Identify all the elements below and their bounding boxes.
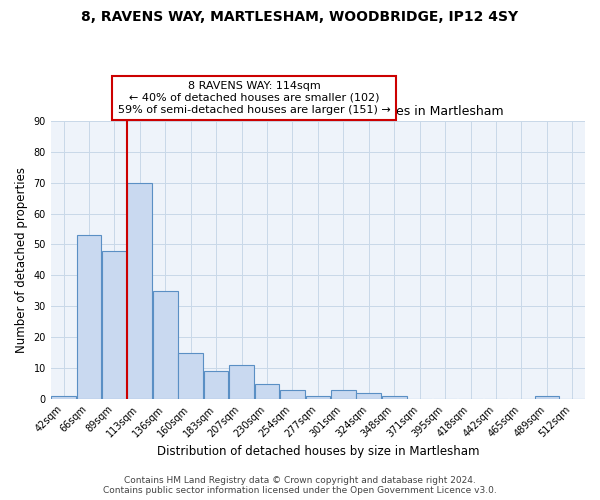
Bar [153,291,178,399]
Bar [178,352,203,399]
Bar [102,250,127,399]
Bar [305,396,330,399]
X-axis label: Distribution of detached houses by size in Martlesham: Distribution of detached houses by size … [157,444,479,458]
Bar [77,235,101,399]
Y-axis label: Number of detached properties: Number of detached properties [15,167,28,353]
Bar [127,182,152,399]
Bar [382,396,407,399]
Bar [204,371,229,399]
Bar [280,390,305,399]
Bar [356,393,381,399]
Text: 8, RAVENS WAY, MARTLESHAM, WOODBRIDGE, IP12 4SY: 8, RAVENS WAY, MARTLESHAM, WOODBRIDGE, I… [82,10,518,24]
Text: 8 RAVENS WAY: 114sqm
← 40% of detached houses are smaller (102)
59% of semi-deta: 8 RAVENS WAY: 114sqm ← 40% of detached h… [118,82,391,114]
Bar [51,396,76,399]
Bar [229,365,254,399]
Text: Contains HM Land Registry data © Crown copyright and database right 2024.
Contai: Contains HM Land Registry data © Crown c… [103,476,497,495]
Bar [254,384,280,399]
Title: Size of property relative to detached houses in Martlesham: Size of property relative to detached ho… [132,105,504,118]
Bar [331,390,356,399]
Bar [535,396,559,399]
